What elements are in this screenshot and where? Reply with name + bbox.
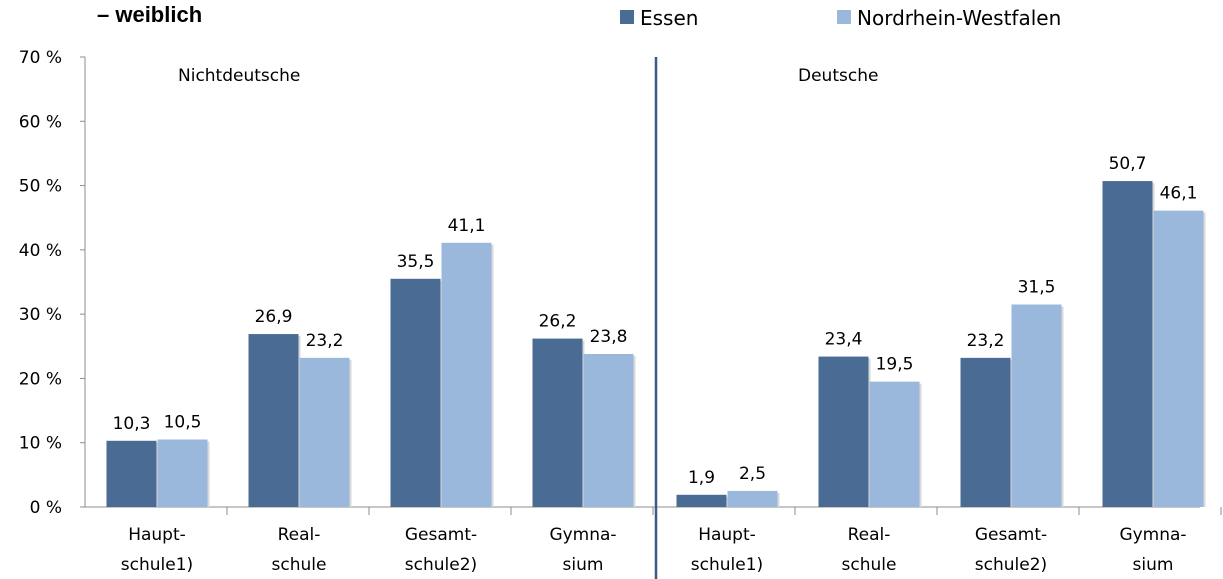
- bar-nordrhein-westfalen-nichtdeutsche-2: [299, 357, 350, 507]
- x-tick-label: schule1): [691, 555, 763, 575]
- x-tick-label: Real-: [848, 525, 891, 545]
- x-tick-label: schule: [272, 555, 327, 575]
- legend-label-essen: Essen: [640, 6, 698, 30]
- bar-essen-deutsche-4: [1102, 181, 1153, 508]
- x-tick-label: Gymna-: [549, 525, 616, 545]
- group-label-nichtdeutsche: Nichtdeutsche: [178, 66, 300, 86]
- bars: [106, 181, 1206, 508]
- y-tick-label: 30 %: [19, 305, 62, 325]
- bar-nordrhein-westfalen-deutsche-1: [727, 490, 778, 507]
- legend-label-nordrhein-westfalen: Nordrhein-Westfalen: [857, 6, 1061, 30]
- y-tick-label: 60 %: [19, 112, 62, 132]
- y-tick-label: 10 %: [19, 434, 62, 454]
- bar-nordrhein-westfalen-nichtdeutsche-4: [583, 354, 634, 507]
- x-tick-label: Haupt-: [128, 525, 186, 545]
- bar-essen-deutsche-1: [676, 494, 727, 507]
- data-label: 31,5: [1018, 278, 1056, 298]
- data-label: 23,2: [967, 331, 1005, 351]
- data-label: 1,9: [688, 468, 715, 488]
- data-label: 35,5: [397, 252, 435, 272]
- data-label: 46,1: [1160, 184, 1198, 204]
- data-label: 10,5: [164, 413, 202, 433]
- data-label: 23,2: [306, 331, 344, 351]
- legend-swatch-essen: [620, 10, 634, 24]
- x-tick-label: sium: [1133, 555, 1174, 575]
- y-tick-label: 40 %: [19, 241, 62, 261]
- legend-swatch-nordrhein-westfalen: [837, 10, 851, 24]
- bar-essen-deutsche-3: [960, 357, 1011, 507]
- x-tick-label: schule2): [975, 555, 1047, 575]
- bar-essen-deutsche-2: [818, 356, 869, 507]
- bar-nordrhein-westfalen-deutsche-3: [1011, 304, 1062, 507]
- x-tick-label: schule2): [405, 555, 477, 575]
- bar-essen-nichtdeutsche-3: [390, 278, 441, 507]
- y-tick-label: 20 %: [19, 369, 62, 389]
- y-tick-label: 50 %: [19, 177, 62, 197]
- x-tick-label: schule: [842, 555, 897, 575]
- data-label: 2,5: [739, 464, 766, 484]
- x-tick-label: schule1): [121, 555, 193, 575]
- bar-nordrhein-westfalen-nichtdeutsche-1: [157, 439, 208, 507]
- x-tick-label: Haupt-: [698, 525, 756, 545]
- bar-nordrhein-westfalen-nichtdeutsche-3: [441, 242, 492, 508]
- x-tick-label: Gymna-: [1119, 525, 1186, 545]
- x-tick-label: Gesamt-: [405, 525, 477, 545]
- legend: Essen Nordrhein-Westfalen: [620, 6, 1061, 30]
- bar-essen-nichtdeutsche-2: [248, 334, 299, 507]
- x-tick-label: Gesamt-: [975, 525, 1047, 545]
- bar-essen-nichtdeutsche-4: [532, 338, 583, 507]
- data-label: 26,2: [539, 312, 577, 332]
- group-label-deutsche: Deutsche: [798, 66, 878, 86]
- bar-essen-nichtdeutsche-1: [106, 440, 157, 507]
- data-label: 23,8: [590, 327, 628, 347]
- x-tick-label: sium: [563, 555, 604, 575]
- data-label: 50,7: [1109, 154, 1147, 174]
- bar-nordrhein-westfalen-deutsche-2: [869, 381, 920, 507]
- y-tick-label: 70 %: [19, 48, 62, 68]
- data-label: 10,3: [113, 414, 151, 434]
- x-tick-label: Real-: [278, 525, 321, 545]
- data-label: 19,5: [876, 355, 914, 375]
- chart-title-fragment: – weiblich: [97, 2, 202, 27]
- labels: Nichtdeutsche 10,3 10,5 Haupt-schule1) 26,9 2…: [113, 66, 1198, 575]
- data-label: 26,9: [255, 307, 293, 327]
- data-label: 23,4: [825, 330, 863, 350]
- y-tick-label: 0 %: [30, 498, 62, 518]
- bar-nordrhein-westfalen-deutsche-4: [1153, 210, 1204, 507]
- data-label: 41,1: [448, 216, 486, 236]
